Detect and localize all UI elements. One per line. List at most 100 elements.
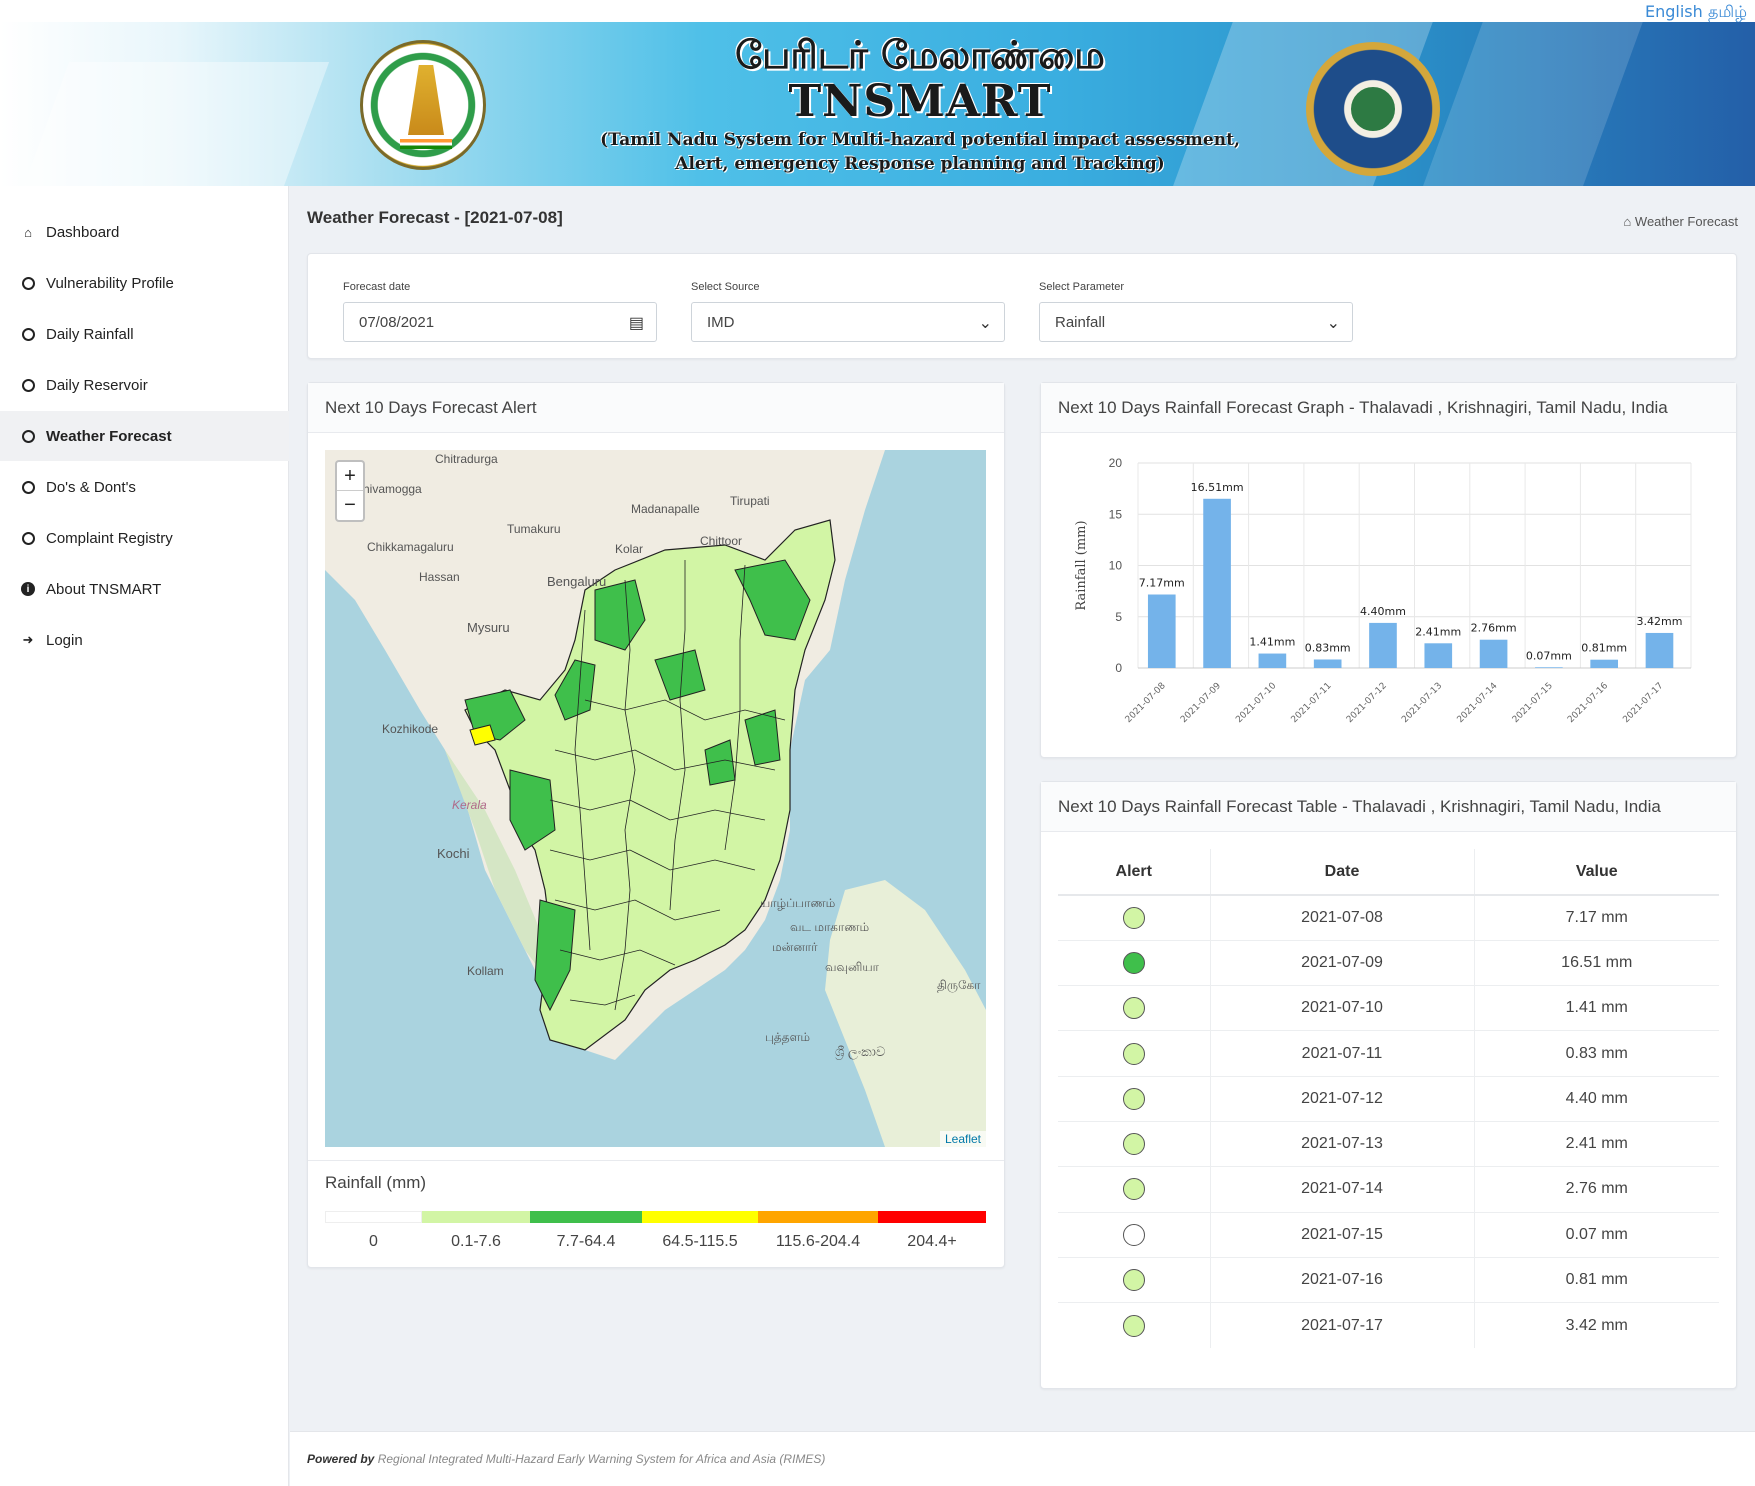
sidebar-item-label: About TNSMART <box>46 580 162 598</box>
alert-status-dot <box>1122 951 1145 974</box>
rainfall-forecast-graph-card: Next 10 Days Rainfall Forecast Graph - T… <box>1040 382 1737 758</box>
alert-cell <box>1058 1256 1210 1303</box>
map-place-label: Chittoor <box>700 534 743 548</box>
table-row: 2021-07-15 0.07 mm <box>1058 1211 1719 1258</box>
map-place-label: Kollam <box>467 964 504 978</box>
value-cell: 16.51 mm <box>1473 939 1719 986</box>
data-label: 0.07mm <box>1526 649 1572 662</box>
value-cell: 2.41 mm <box>1473 1120 1719 1167</box>
alert-cell <box>1058 1166 1210 1213</box>
sidebar-item-login[interactable]: ➜ Login <box>0 615 289 665</box>
map-place-label: வட மாகாணம் <box>790 920 870 934</box>
date-cell: 2021-07-11 <box>1209 1030 1474 1077</box>
page-title: Weather Forecast - [2021-07-08] <box>307 208 563 227</box>
legend-swatch <box>642 1211 758 1223</box>
banner-title-tamil: பேரிடர் மேலாண்மை <box>735 32 1105 77</box>
leaflet-attribution-link[interactable]: Leaflet <box>939 1131 986 1147</box>
map-canvas <box>325 450 986 1147</box>
value-cell: 1.41 mm <box>1473 985 1719 1031</box>
breadcrumb-label: Weather Forecast <box>1634 214 1738 229</box>
tamil-nadu-emblem-logo <box>360 40 486 170</box>
date-cell: 2021-07-14 <box>1209 1166 1474 1213</box>
forecast-date-input[interactable]: 07/08/2021 ▤ <box>343 302 657 342</box>
map-place-label: வவுனியா <box>825 960 879 974</box>
rimes-link[interactable]: Regional Integrated Multi-Hazard Early W… <box>377 1452 826 1466</box>
sidebar-item-weather-forecast[interactable]: Weather Forecast <box>0 411 289 461</box>
calendar-icon[interactable]: ▤ <box>628 315 644 332</box>
bar <box>1369 622 1397 668</box>
bar <box>1424 643 1453 668</box>
select-parameter-label: Select Parameter <box>1039 281 1124 293</box>
chevron-down-icon: ⌄ <box>1326 315 1340 332</box>
y-axis-label: Rainfall (mm) <box>1074 520 1089 610</box>
sidebar-item-daily-reservoir[interactable]: Daily Reservoir <box>0 360 289 410</box>
table-row: 2021-07-09 16.51 mm <box>1058 939 1719 986</box>
value-cell: 3.42 mm <box>1473 1302 1719 1348</box>
table-row: 2021-07-08 7.17 mm <box>1058 894 1719 941</box>
table-row: 2021-07-17 3.42 mm <box>1058 1302 1719 1348</box>
value-cell: 4.40 mm <box>1473 1075 1719 1122</box>
date-cell: 2021-07-13 <box>1209 1120 1474 1167</box>
x-tick-label: 2021-07-09 <box>1179 681 1223 725</box>
table-row: 2021-07-12 4.40 mm <box>1058 1075 1719 1122</box>
legend-label: 115.6-204.4 <box>775 1233 861 1250</box>
forecast-alert-map[interactable]: Chitradurga Shivamogga Tirupati Madanapa… <box>325 450 986 1147</box>
circle-icon <box>20 326 36 342</box>
sidebar-item-complaint-registry[interactable]: Complaint Registry <box>0 513 289 563</box>
bar <box>1147 594 1176 668</box>
bar <box>1313 659 1342 668</box>
forecast-alert-map-card: Next 10 Days Forecast Alert <box>307 382 1005 1268</box>
data-label: 2.76mm <box>1471 622 1517 635</box>
language-bar: English தமிழ் <box>0 0 1755 22</box>
date-cell: 2021-07-08 <box>1209 894 1474 941</box>
map-place-label: Kolar <box>615 542 644 556</box>
sign-in-icon: ➜ <box>22 632 34 647</box>
map-place-label: Tumakuru <box>507 522 561 536</box>
select-parameter-dropdown[interactable]: Rainfall ⌄ <box>1039 302 1353 342</box>
y-tick-label: 20 <box>1109 456 1123 470</box>
x-tick-label: 2021-07-13 <box>1400 681 1444 725</box>
sidebar-item-label: Do's & Dont's <box>46 478 136 496</box>
table-row: 2021-07-11 0.83 mm <box>1058 1030 1719 1077</box>
select-source-value: IMD <box>707 313 735 331</box>
bar <box>1479 639 1508 668</box>
data-label: 1.41mm <box>1249 636 1295 649</box>
circle-icon <box>20 530 36 546</box>
sidebar-item-dashboard[interactable]: ⌂ Dashboard <box>0 207 289 257</box>
forecast-table: Alert Date Value 2021-07-08 7.17 mm 2021-0… <box>1058 849 1719 1348</box>
map-place-label: ශ්‍රී ලංකාව <box>835 1044 886 1059</box>
date-cell: 2021-07-17 <box>1209 1302 1474 1348</box>
select-source-dropdown[interactable]: IMD ⌄ <box>691 302 1005 342</box>
breadcrumb[interactable]: ⌂ Weather Forecast <box>1623 214 1738 229</box>
circle-icon <box>20 275 36 291</box>
map-place-label: யாழ்ப்பாணம் <box>760 896 836 910</box>
sidebar-item-dos-donts[interactable]: Do's & Dont's <box>0 462 289 512</box>
y-tick-label: 15 <box>1109 507 1123 521</box>
home-icon: ⌂ <box>1623 214 1632 229</box>
lang-tamil-link[interactable]: தமிழ் <box>1708 2 1748 21</box>
alert-status-dot <box>1122 1087 1145 1110</box>
legend-label: 7.7-64.4 <box>556 1233 616 1250</box>
value-cell: 0.81 mm <box>1473 1256 1719 1303</box>
x-tick-label: 2021-07-11 <box>1290 681 1334 725</box>
bar <box>1535 667 1563 668</box>
alert-status-dot <box>1122 1133 1145 1156</box>
x-tick-label: 2021-07-12 <box>1345 681 1389 725</box>
header-banner: பேரிடர் மேலாண்மை TNSMART (Tamil Nadu Sys… <box>0 22 1755 186</box>
lang-english-link[interactable]: English <box>1645 2 1703 21</box>
zoom-out-button[interactable]: − <box>344 494 356 516</box>
sidebar-item-about-tnsmart[interactable]: i About TNSMART <box>0 564 289 614</box>
zoom-in-button[interactable]: + <box>337 462 363 491</box>
legend-label: 0.1-7.6 <box>451 1233 501 1250</box>
map-place-label: Hassan <box>419 570 460 584</box>
value-cell: 0.07 mm <box>1473 1211 1719 1258</box>
sidebar-item-daily-rainfall[interactable]: Daily Rainfall <box>0 309 289 359</box>
date-cell: 2021-07-16 <box>1209 1256 1474 1303</box>
sidebar-item-vulnerability-profile[interactable]: Vulnerability Profile <box>0 258 289 308</box>
bar <box>1590 659 1619 668</box>
data-label: 0.83mm <box>1305 641 1351 654</box>
y-tick-label: 10 <box>1109 559 1123 573</box>
bar <box>1258 653 1287 668</box>
rainfall-forecast-table-card: Next 10 Days Rainfall Forecast Table - T… <box>1040 781 1737 1389</box>
x-tick-label: 2021-07-08 <box>1124 681 1168 725</box>
